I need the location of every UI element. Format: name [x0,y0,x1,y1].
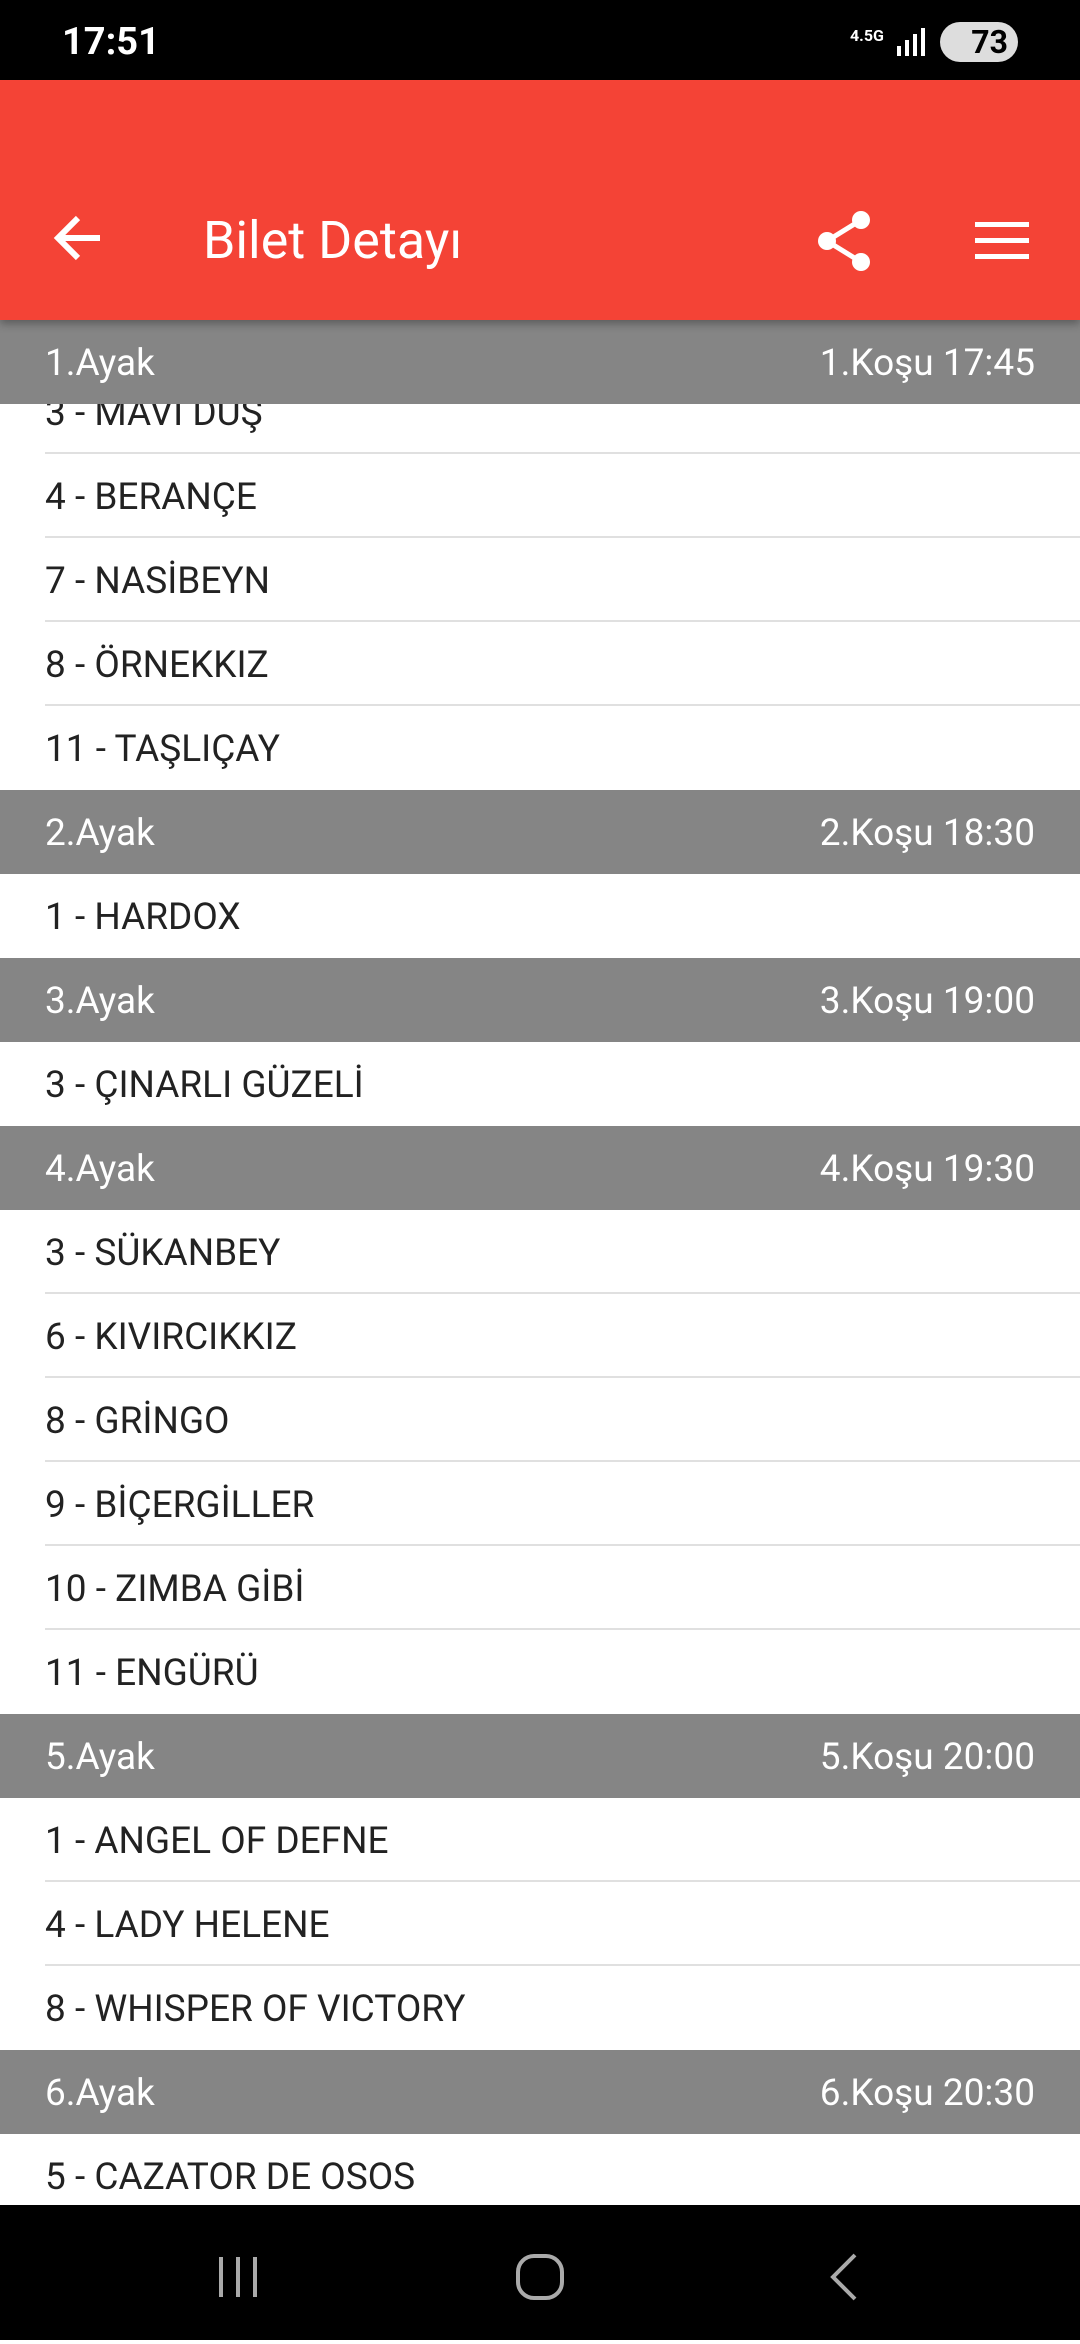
leg-list: 3 - MAVİ DUŞ 4 - BERANÇE 7 - NASİBEYN 8 - Ö… [0,320,1080,2205]
separator [45,1292,1080,1294]
horse-row[interactable]: 11 - TAŞLIÇAY [0,706,1080,790]
separator [45,452,1080,454]
race-time: 1.Koşu 17:45 [819,342,1035,385]
horse-name: 9 - BİÇERGİLLER [45,1484,315,1527]
race-time: 4.Koşu 19:30 [819,1148,1035,1191]
horse-name: 4 - LADY HELENE [45,1904,330,1947]
race-time: 6.Koşu 20:30 [819,2072,1035,2115]
horse-name: 8 - GRİNGO [45,1400,230,1443]
horse-row[interactable]: 4 - BERANÇE [0,454,1080,538]
horse-name: 1 - ANGEL OF DEFNE [45,1820,389,1863]
horse-row[interactable]: 11 - ENGÜRÜ [0,1630,1080,1714]
horse-name: 11 - TAŞLIÇAY [45,728,280,771]
leg-name: 4.Ayak [45,1148,155,1191]
separator [45,620,1080,622]
separator [45,1964,1080,1966]
separator [45,1880,1080,1882]
horse-name: 1 - HARDOX [45,896,241,939]
leg-header: 5.Ayak 5.Koşu 20:00 [0,1714,1080,1798]
leg-name: 3.Ayak [45,980,155,1023]
separator [45,1460,1080,1462]
horse-row[interactable]: 4 - LADY HELENE [0,1882,1080,1966]
horse-row[interactable]: 6 - KIVIRCIKKIZ [0,1294,1080,1378]
separator [45,704,1080,706]
horse-row[interactable]: 5 - CAZATOR DE OSOS [0,2134,1080,2205]
nav-icons [219,2253,857,2301]
horse-row[interactable]: 8 - WHISPER OF VICTORY [0,1966,1080,2050]
network: 4.5G [850,26,884,45]
horse-name: 11 - ENGÜRÜ [45,1652,259,1695]
horse-row[interactable]: 8 - ÖRNEKKIZ [0,622,1080,706]
horse-name: 8 - WHISPER OF VICTORY [45,1988,466,2031]
horse-name: 4 - BERANÇE [45,476,257,519]
horse-name: 3 - SÜKANBEY [45,1232,281,1275]
horse-row[interactable]: 3 - ÇINARLI GÜZELİ [0,1042,1080,1126]
horse-row[interactable]: 1 - HARDOX [0,874,1080,958]
home-button[interactable] [516,2254,564,2300]
horse-name: 6 - KIVIRCIKKIZ [45,1316,297,1359]
horse-row[interactable]: 3 - SÜKANBEY [0,1210,1080,1294]
leg-header: 3.Ayak 3.Koşu 19:00 [0,958,1080,1042]
leg-name: 2.Ayak [45,812,155,855]
signal-icon [897,28,925,56]
leg-header: 4.Ayak 4.Koşu 19:30 [0,1126,1080,1210]
sticky-leg-header: 1.Ayak 1.Koşu 17:45 [0,320,1080,404]
leg-name: 1.Ayak [45,342,155,385]
app-bar: Bilet Detayı [0,80,1080,320]
horse-row[interactable]: 8 - GRİNGO [0,1378,1080,1462]
separator [45,1376,1080,1378]
separator [45,536,1080,538]
horse-name: 5 - CAZATOR DE OSOS [45,2156,416,2199]
back-nav-button[interactable] [830,2253,857,2301]
horse-row[interactable]: 9 - BİÇERGİLLER [0,1462,1080,1546]
race-time: 2.Koşu 18:30 [819,812,1035,855]
horse-name: 10 - ZIMBA GİBİ [45,1568,305,1611]
leg-name: 6.Ayak [45,2072,155,2115]
horse-name: 8 - ÖRNEKKIZ [45,644,269,687]
leg-name: 5.Ayak [45,1736,155,1779]
battery: 73 [940,22,1018,62]
status-bar: 17:51 4.5G 73 [0,0,1080,80]
horse-row[interactable]: 7 - NASİBEYN [0,538,1080,622]
leg-header: 6.Ayak 6.Koşu 20:30 [0,2050,1080,2134]
separator [45,1628,1080,1630]
race-time: 3.Koşu 19:00 [819,980,1035,1023]
leg-header: 2.Ayak 2.Koşu 18:30 [0,790,1080,874]
separator [45,1544,1080,1546]
share-button[interactable] [815,210,875,272]
horse-name: 7 - NASİBEYN [45,560,270,603]
recents-button[interactable] [219,2257,257,2297]
horse-row[interactable]: 1 - ANGEL OF DEFNE [0,1798,1080,1882]
horse-name: 3 - ÇINARLI GÜZELİ [45,1064,364,1107]
back-button[interactable] [50,210,106,266]
menu-button[interactable] [975,220,1029,262]
time: 17:51 [62,20,160,64]
title: Bilet Detayı [203,210,463,271]
race-time: 5.Koşu 20:00 [819,1736,1035,1779]
horse-row[interactable]: 10 - ZIMBA GİBİ [0,1546,1080,1630]
nav-bar [0,2205,1080,2340]
